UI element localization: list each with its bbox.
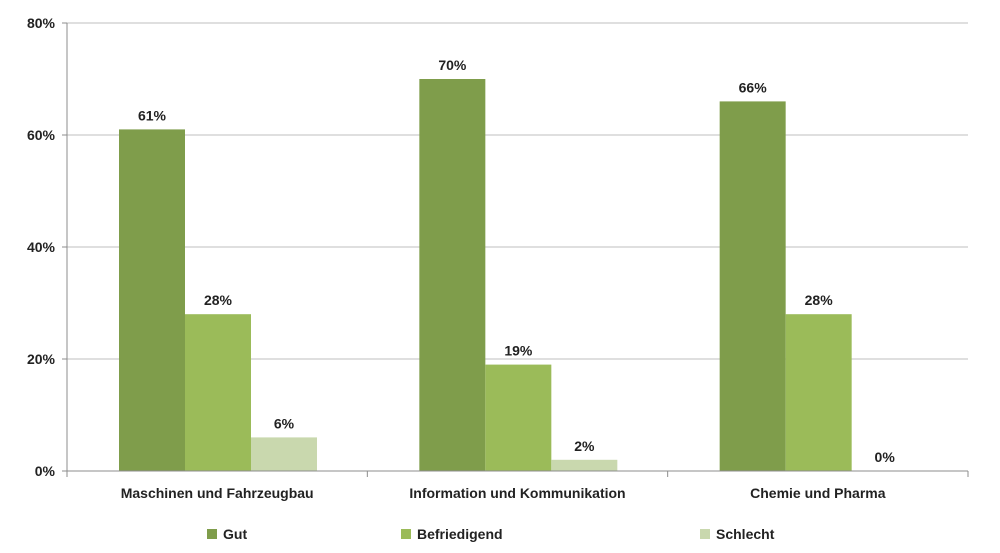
legend-label: Befriedigend <box>417 526 503 542</box>
x-tick-label: Chemie und Pharma <box>750 485 886 501</box>
y-tick-label: 20% <box>27 351 56 367</box>
data-label: 70% <box>438 57 467 73</box>
bar <box>185 314 251 471</box>
bar <box>485 364 552 471</box>
data-labels: 61% 28% 6% 70% 19% 2% 66% 28% 0% <box>138 57 895 465</box>
y-tick-label: 0% <box>35 463 56 479</box>
data-label: 28% <box>805 292 834 308</box>
x-tick-label: Information und Kommunikation <box>409 485 625 501</box>
bar <box>119 129 185 471</box>
bar <box>251 437 317 471</box>
y-tick-label: 40% <box>27 239 56 255</box>
legend-label: Schlecht <box>716 526 775 542</box>
data-label: 28% <box>204 292 233 308</box>
legend: Gut Befriedigend Schlecht <box>207 526 775 542</box>
data-label: 19% <box>504 343 533 359</box>
bar <box>419 79 486 471</box>
data-label: 6% <box>274 415 295 431</box>
data-label: 0% <box>875 449 896 465</box>
data-label: 2% <box>574 438 595 454</box>
y-axis-ticks: 0% 20% 40% 60% 80% <box>27 15 68 479</box>
x-tick-label: Maschinen und Fahrzeugbau <box>121 485 314 501</box>
data-label: 66% <box>739 79 768 95</box>
legend-swatch <box>207 529 217 539</box>
bars <box>119 79 852 472</box>
legend-swatch <box>401 529 411 539</box>
legend-swatch <box>700 529 710 539</box>
x-axis: Maschinen und Fahrzeugbau Information und… <box>66 470 969 501</box>
bar <box>719 101 786 472</box>
y-tick-label: 80% <box>27 15 56 31</box>
y-tick-label: 60% <box>27 127 56 143</box>
legend-label: Gut <box>223 526 247 542</box>
data-label: 61% <box>138 107 167 123</box>
gridlines <box>67 22 968 360</box>
bar <box>551 459 618 471</box>
bar <box>785 314 852 471</box>
